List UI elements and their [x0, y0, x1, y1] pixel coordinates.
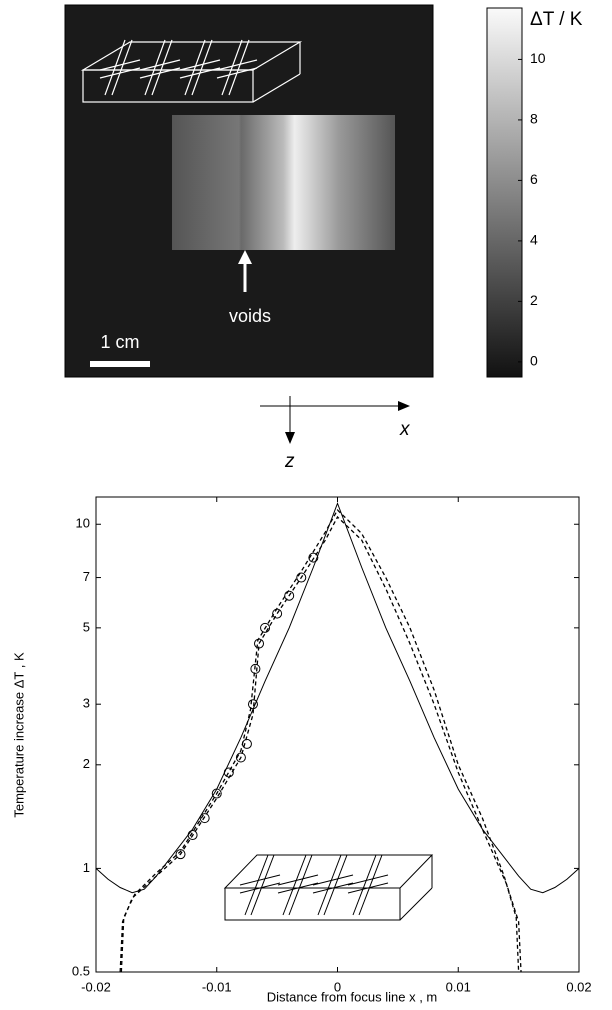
data-point [175, 849, 186, 860]
colorbar-tick-label: 0 [530, 353, 538, 369]
data-point [241, 738, 252, 749]
x-tick-label: 0.01 [446, 979, 471, 994]
x-axis-label: Distance from focus line x , m [267, 989, 438, 1004]
x-tick-label: 0.02 [566, 979, 591, 994]
scale-label: 1 cm [100, 332, 139, 352]
colorbar-tick-label: 2 [530, 292, 538, 308]
voids-arrow-head [238, 250, 252, 264]
voids-label: voids [229, 306, 271, 326]
y-tick-label: 5 [83, 619, 90, 634]
y-tick-label: 7 [83, 569, 90, 584]
data-point [250, 663, 261, 674]
x-tick-label: -0.02 [81, 979, 111, 994]
y-tick-label: 3 [83, 696, 90, 711]
colorbar-tick-label: 4 [530, 232, 538, 248]
y-tick-label: 0.5 [72, 963, 90, 978]
plot-frame [95, 496, 580, 973]
data-point [187, 830, 198, 841]
colorbar-tick-label: 10 [530, 50, 546, 66]
x-arrow-head [398, 401, 410, 411]
data-point [211, 788, 222, 799]
data-point [223, 767, 234, 778]
z-arrow-head [285, 432, 295, 444]
series-line [95, 501, 580, 894]
colorbar-tick-label: 8 [530, 111, 538, 127]
data-point [254, 638, 265, 649]
x-tick-label: 0 [334, 979, 341, 994]
x-direction-label: x [399, 419, 411, 440]
y-tick-label: 2 [83, 756, 90, 771]
data-point [284, 590, 295, 601]
inset-sample-top [80, 39, 303, 103]
data-point [308, 552, 319, 563]
data-point [235, 752, 246, 763]
data-point [260, 622, 271, 633]
y-tick-label: 10 [76, 516, 90, 531]
y-tick-label: 1 [83, 860, 90, 875]
x-tick-label: -0.01 [202, 979, 232, 994]
heated-region [172, 115, 395, 250]
data-point [296, 572, 307, 583]
series-line [119, 515, 522, 973]
y-axis-label: Temperature increase ΔT , K [11, 652, 26, 818]
colorbar-tick-label: 6 [530, 171, 538, 187]
data-point [247, 699, 258, 710]
z-direction-label: z [284, 451, 295, 472]
series-line [120, 508, 520, 973]
data-point [272, 608, 283, 619]
colorbar-label: ΔT / K [530, 9, 583, 30]
inset-sample-bottom [223, 854, 434, 921]
data-point [199, 813, 210, 824]
colorbar [486, 7, 523, 378]
scale-bar [90, 361, 150, 367]
